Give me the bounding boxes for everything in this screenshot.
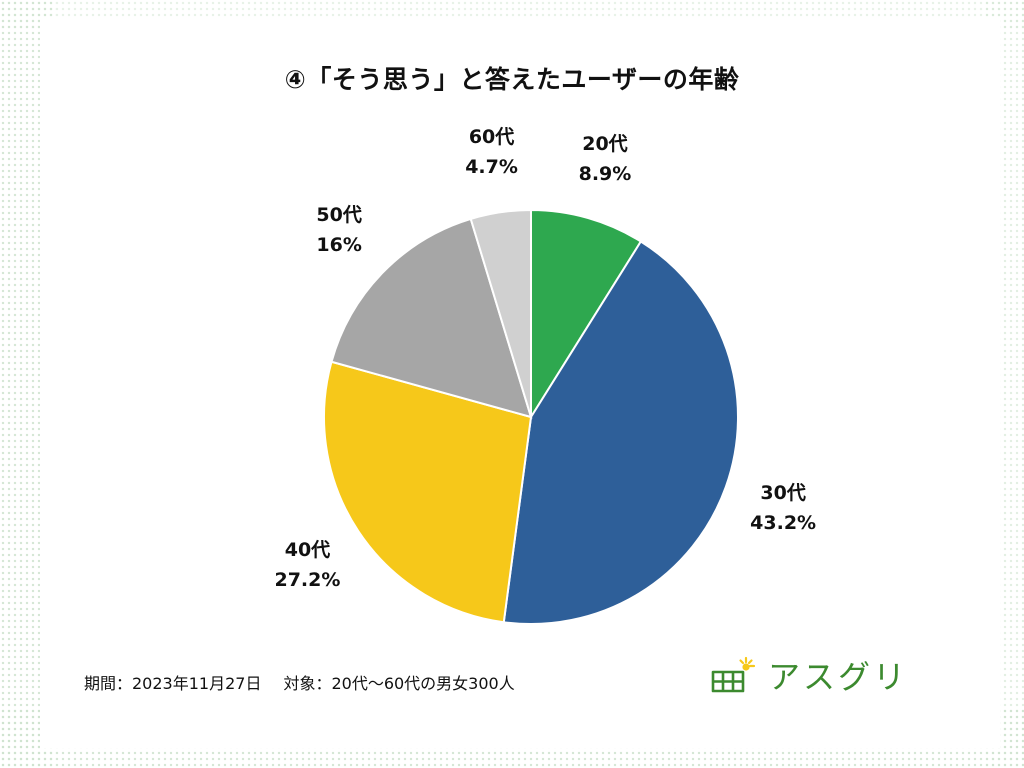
brand-name: アスグリ	[768, 658, 909, 696]
slice-label-2: 30代 43.2%	[738, 478, 828, 538]
slice-percent: 27.2%	[274, 568, 341, 591]
solar-panel-sun-icon	[711, 656, 756, 693]
brand-logo: アスグリ	[710, 652, 908, 698]
slice-category: 30代	[760, 481, 806, 504]
pie-slice-4	[330, 217, 533, 419]
pie-slice-1	[530, 208, 643, 421]
slice-category: 50代	[316, 203, 362, 226]
slice-percent: 4.7%	[465, 155, 518, 178]
slice-category: 40代	[284, 538, 331, 561]
slice-label-5: 60代 4.7%	[447, 122, 537, 182]
slice-label-4: 50代 16%	[294, 200, 384, 260]
slice-category: 20代	[582, 133, 628, 156]
slice-label-1: 20代 8.9%	[560, 129, 650, 189]
survey-period: 期間：2023年11月27日	[84, 674, 262, 693]
survey-target: 対象：20代〜60代の男女300人	[283, 674, 515, 693]
pie-slice-3	[323, 360, 533, 624]
slice-label-3: 40代 27.2%	[262, 535, 352, 595]
pie-slice-5	[469, 208, 532, 418]
slice-category: 60代	[468, 125, 515, 148]
chart-title: ④「そう思う」と答えたユーザーの年齢	[284, 65, 740, 94]
slice-percent: 16%	[316, 233, 362, 256]
pie-slice-2	[502, 240, 739, 625]
slice-percent: 43.2%	[750, 511, 817, 534]
chart-footer: 期間：2023年11月27日 対象：20代〜60代の男女300人	[84, 670, 515, 694]
slice-percent: 8.9%	[578, 163, 632, 186]
